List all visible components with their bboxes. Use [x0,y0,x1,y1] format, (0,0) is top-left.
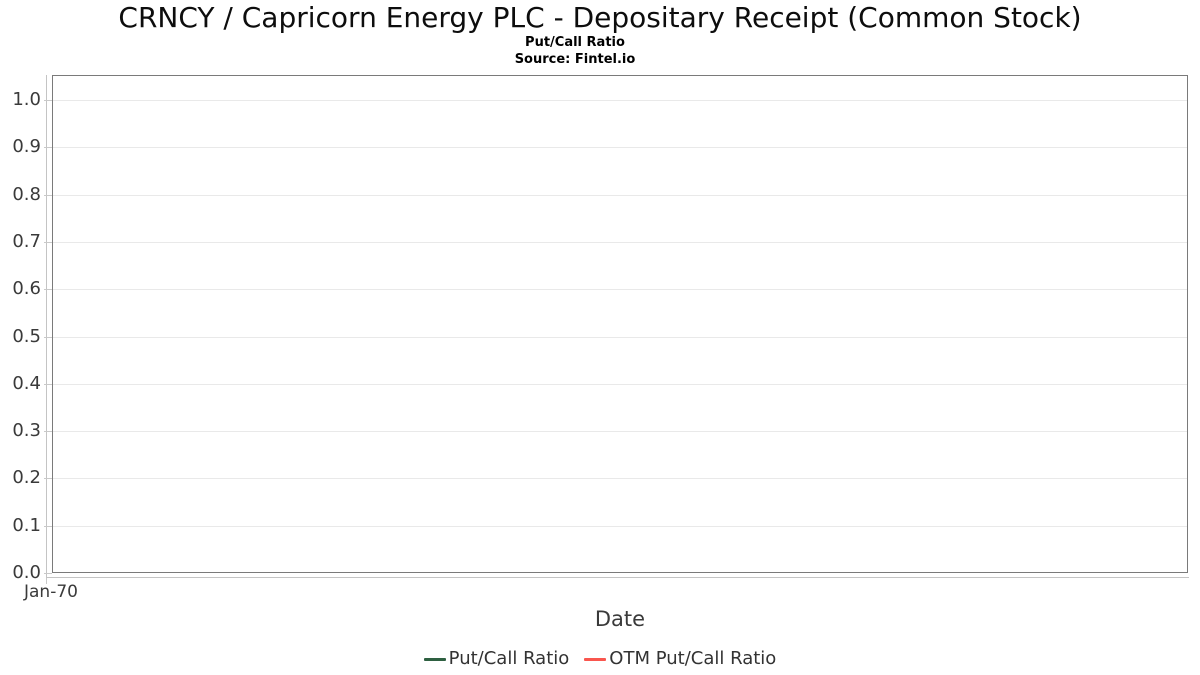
chart-subtitle: Put/Call Ratio [525,35,625,50]
y-axis-tick-1.0 [44,100,52,101]
y-axis-tick-0.4 [44,384,52,385]
gridline-0.9 [53,147,1187,148]
legend-label-put-call-ratio: Put/Call Ratio [448,648,570,669]
y-axis-tick-0.8 [44,195,52,196]
y-axis-tick-0.3 [44,431,52,432]
gridline-0.8 [53,195,1187,196]
gridline-0.5 [53,337,1187,338]
otm-put-call-ratio-line-marker [584,657,607,661]
legend-label-otm-put-call-ratio: OTM Put/Call Ratio [609,648,777,669]
y-tick-label-0.2: 0.2 [12,467,41,488]
gridline-0.1 [53,526,1187,527]
chart-source-label: Source: Fintel.io [514,52,636,67]
y-axis-tick-0.5 [44,337,52,338]
chart-legend: Put/Call Ratio OTM Put/Call Ratio [0,647,1200,671]
y-axis-tick-0.0 [44,573,52,574]
y-tick-label-0.5: 0.5 [12,326,41,347]
y-tick-label-0.7: 0.7 [12,231,41,252]
chart-title: CRNCY / Capricorn Energy PLC - Depositar… [118,1,1082,34]
legend-item-put-call-ratio[interactable]: Put/Call Ratio [423,648,570,670]
y-tick-label-1.0: 1.0 [12,89,41,110]
gridline-0.4 [53,384,1187,385]
y-tick-label-0.6: 0.6 [12,278,41,299]
x-axis-tick [46,578,47,584]
y-axis-line [46,75,47,578]
put-call-ratio-line-marker [423,657,446,661]
y-tick-label-0.3: 0.3 [12,420,41,441]
y-axis-tick-0.6 [44,289,52,290]
y-axis-tick-0.2 [44,478,52,479]
gridline-1.0 [53,100,1187,101]
y-tick-label-0.8: 0.8 [12,184,41,205]
x-tick-label: Jan-70 [24,582,78,602]
y-axis-tick-0.7 [44,242,52,243]
y-tick-label-0.9: 0.9 [12,136,41,157]
y-tick-label-0.1: 0.1 [12,515,41,536]
x-axis-line [46,577,1189,578]
gridline-0.3 [53,431,1187,432]
plot-area [52,75,1188,573]
legend-item-otm-put-call-ratio[interactable]: OTM Put/Call Ratio [584,648,776,670]
y-axis-tick-0.1 [44,526,52,527]
y-axis-tick-0.9 [44,147,52,148]
gridline-0.6 [53,289,1187,290]
y-tick-label-0.0: 0.0 [12,562,41,583]
gridline-0.7 [53,242,1187,243]
gridline-0.2 [53,478,1187,479]
x-axis-title: Date [594,607,646,631]
y-tick-label-0.4: 0.4 [12,373,41,394]
